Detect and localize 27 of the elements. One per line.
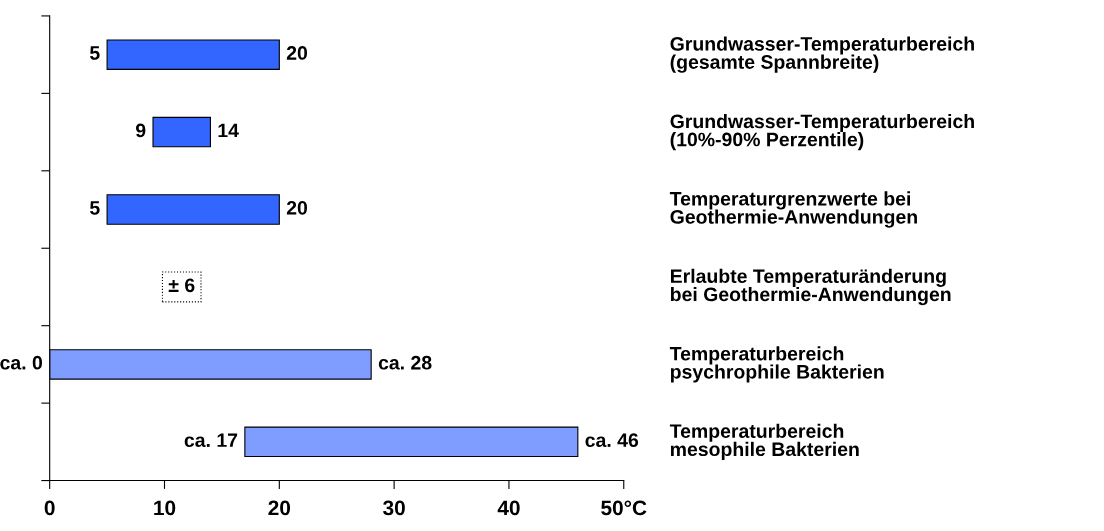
bar [244,426,579,458]
x-tick-label: 10 [154,500,176,516]
y-tick-label: Temperaturbereich psychrophile Bakterien [669,346,884,383]
x-tick-label: 50°C [601,500,647,516]
annotation: ca. 17 [184,433,238,448]
x-tick-label: 20 [268,500,291,516]
annotation: ± 6 [168,278,195,293]
x-tick-label: 40 [497,500,520,516]
annotation: 5 [89,201,100,215]
y-tick-label: Temperaturbereich mesophile Bakterien [669,423,859,460]
annotation: 5 [89,46,100,60]
bar [106,194,280,225]
bar [152,116,211,148]
x-tick-label: 0 [44,500,55,516]
y-tick-label: Temperaturgrenzwerte bei Geothermie-Anwendungen [669,191,917,228]
y-tick-label: Erlaubte Temperaturänderung bei Geothermie-Anwendungen [670,268,951,306]
annotation: ca. 46 [585,433,639,448]
y-tick-label: Grundwasser-Temperaturbereich (gesamte Spannbreite) [670,36,974,73]
annotation: 20 [286,46,308,60]
annotation: 9 [135,123,146,138]
annotation: ca. 0 [0,355,42,370]
annotation: 14 [218,123,239,138]
annotation: 20 [286,200,308,215]
bar [106,39,280,70]
x-tick-label: 30 [383,500,405,516]
y-tick-label: Grundwasser-Temperaturbereich (10%-90% Perzentile) [670,113,974,151]
annotation: ca. 28 [378,355,432,370]
